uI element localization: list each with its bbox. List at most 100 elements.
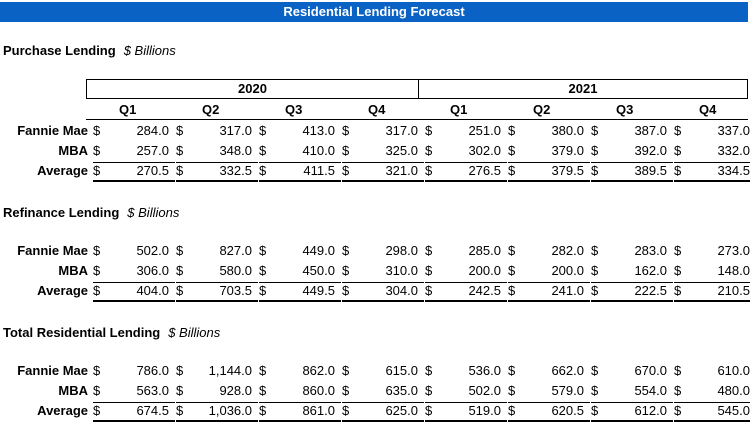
table-cell: $450.0: [259, 263, 341, 279]
table-cell: $862.0: [259, 363, 341, 379]
table-cell: $703.5: [176, 282, 258, 302]
currency-symbol: $: [508, 283, 516, 298]
currency-symbol: $: [176, 283, 184, 298]
currency-symbol: $: [93, 163, 101, 178]
currency-symbol: $: [259, 403, 267, 418]
table-cell: $321.0: [342, 162, 424, 182]
currency-symbol: $: [591, 363, 599, 378]
table-cell: $635.0: [342, 383, 424, 399]
currency-symbol: $: [342, 263, 350, 278]
table-cell: $337.0: [674, 123, 750, 139]
quarter-label: Q3: [616, 102, 634, 117]
currency-symbol: $: [591, 403, 599, 418]
cell-value: 703.5: [219, 283, 252, 298]
cell-value: 620.5: [551, 403, 584, 418]
table-cell: $334.5: [674, 162, 750, 182]
cell-value: 298.0: [385, 243, 418, 258]
row-label: Average: [37, 403, 88, 418]
cell-value: 241.0: [551, 283, 584, 298]
table-cell: $284.0: [93, 123, 175, 139]
cell-value: 325.0: [385, 143, 418, 158]
table-cell: $413.0: [259, 123, 341, 139]
cell-value: 348.0: [219, 143, 252, 158]
cell-value: 545.0: [717, 403, 750, 418]
cell-value: 317.0: [219, 123, 252, 138]
currency-symbol: $: [591, 383, 599, 398]
cell-value: 861.0: [302, 403, 335, 418]
currency-symbol: $: [674, 163, 682, 178]
currency-symbol: $: [259, 123, 267, 138]
cell-value: 270.5: [136, 163, 169, 178]
cell-value: 670.0: [634, 363, 667, 378]
cell-value: 610.0: [717, 363, 750, 378]
table-cell: $306.0: [93, 263, 175, 279]
currency-symbol: $: [93, 123, 101, 138]
table-cell: $298.0: [342, 243, 424, 259]
table-row-fannie-mae: Fannie Mae $786.0 $1,144.0 $862.0 $615.0 $536…: [0, 361, 750, 381]
currency-symbol: $: [176, 363, 184, 378]
currency-symbol: $: [591, 243, 599, 258]
currency-symbol: $: [508, 143, 516, 158]
cell-value: 321.0: [385, 163, 418, 178]
table-cell: $302.0: [425, 143, 507, 159]
currency-symbol: $: [342, 403, 350, 418]
currency-symbol: $: [93, 283, 101, 298]
cell-value: 337.0: [717, 123, 750, 138]
currency-symbol: $: [176, 163, 184, 178]
table-row-average: Average $270.5 $332.5 $411.5 $321.0 $276.5 $37…: [0, 161, 750, 182]
section-title-purchase: Purchase Lending $ Billions: [3, 43, 176, 58]
cell-value: 519.0: [468, 403, 501, 418]
table-row-fannie-mae: Fannie Mae $284.0 $317.0 $413.0 $317.0 $251.0…: [0, 121, 750, 141]
table-cell: $162.0: [591, 263, 673, 279]
currency-symbol: $: [259, 363, 267, 378]
year-header-2021: 2021: [418, 79, 748, 99]
cell-value: 1,036.0: [208, 403, 252, 418]
cell-value: 310.0: [385, 263, 418, 278]
table-row-average: Average $404.0 $703.5 $449.5 $304.0 $242.5 $24…: [0, 281, 750, 302]
table-cell: $148.0: [674, 263, 750, 279]
cell-value: 251.0: [468, 123, 501, 138]
quarter-header-row: Q1 Q2 Q3 Q4 Q1 Q2 Q3 Q4: [0, 102, 750, 120]
cell-value: 332.0: [717, 143, 750, 158]
cell-value: 615.0: [385, 363, 418, 378]
row-label: Fannie Mae: [17, 363, 88, 378]
cell-value: 674.5: [136, 403, 169, 418]
cell-value: 411.5: [303, 163, 335, 178]
table-cell: $827.0: [176, 243, 258, 259]
table-row-average: Average $674.5 $1,036.0 $861.0 $625.0 $519.0 $…: [0, 401, 750, 422]
quarter-label: Q2: [533, 102, 551, 117]
currency-symbol: $: [176, 243, 184, 258]
cell-value: 379.0: [551, 143, 584, 158]
year-header-2020: 2020: [86, 79, 419, 99]
section-title-text: Purchase Lending: [3, 43, 116, 58]
table-cell: $410.0: [259, 143, 341, 159]
section-title-text: Total Residential Lending: [3, 325, 161, 340]
cell-value: 304.0: [385, 283, 418, 298]
table-cell: $502.0: [425, 383, 507, 399]
cell-value: 210.5: [717, 283, 750, 298]
currency-symbol: $: [342, 123, 350, 138]
table-cell: $579.0: [508, 383, 590, 399]
cell-value: 860.0: [302, 383, 335, 398]
section-title-text: Refinance Lending: [3, 205, 120, 220]
section-title-total: Total Residential Lending $ Billions: [3, 325, 220, 340]
currency-symbol: $: [508, 243, 516, 258]
cell-value: 285.0: [468, 243, 501, 258]
cell-value: 273.0: [717, 243, 750, 258]
cell-value: 380.0: [551, 123, 584, 138]
currency-symbol: $: [425, 243, 433, 258]
cell-value: 162.0: [634, 263, 667, 278]
table-cell: $273.0: [674, 243, 750, 259]
currency-symbol: $: [674, 283, 682, 298]
cell-value: 410.0: [302, 143, 335, 158]
currency-symbol: $: [425, 383, 433, 398]
table-cell: $222.5: [591, 282, 673, 302]
table-cell: $380.0: [508, 123, 590, 139]
table-cell: $536.0: [425, 363, 507, 379]
currency-symbol: $: [674, 383, 682, 398]
table-cell: $379.0: [508, 143, 590, 159]
currency-symbol: $: [674, 143, 682, 158]
row-label: MBA: [58, 263, 88, 278]
table-cell: $392.0: [591, 143, 673, 159]
table-cell: $786.0: [93, 363, 175, 379]
